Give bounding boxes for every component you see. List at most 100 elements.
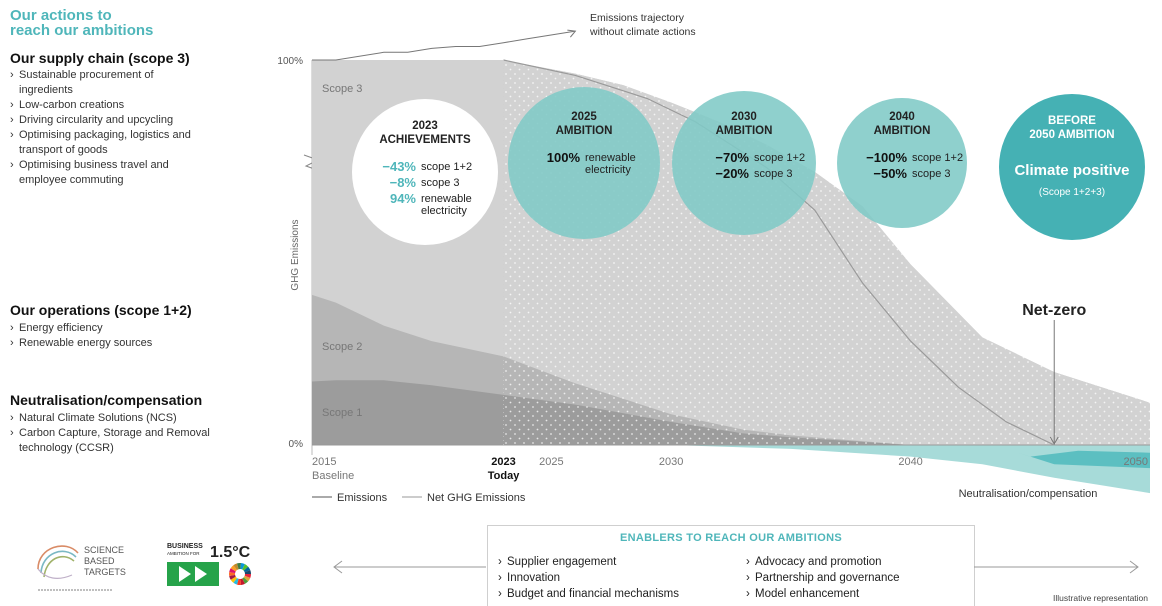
panel-title-line1: Our actions to bbox=[10, 7, 112, 24]
compensation-band bbox=[671, 445, 1150, 494]
sdg-wheel-segment bbox=[243, 575, 251, 582]
milestone-title: 2050 AMBITION bbox=[1029, 129, 1114, 141]
enablers-arrows bbox=[333, 560, 1139, 574]
enablers-list-left: Supplier engagement Innovation Budget an… bbox=[498, 554, 679, 602]
milestone-title: 2030 bbox=[731, 111, 757, 123]
sdg-wheel-segment bbox=[240, 563, 245, 570]
section-title-neutralisation: Neutralisation/compensation bbox=[10, 392, 203, 408]
sdg-wheel-segment bbox=[230, 565, 237, 572]
milestone-bubble bbox=[352, 99, 498, 245]
list-item: Driving circularity and upcycling bbox=[10, 113, 264, 128]
x-tick-sublabel: Today bbox=[488, 470, 520, 482]
trajectory-arrow-icon bbox=[567, 29, 577, 38]
list-item: Energy efficiency bbox=[10, 321, 264, 336]
x-tick-label: 2040 bbox=[898, 456, 922, 468]
milestone-bubble bbox=[837, 98, 967, 228]
section-title-operations: Our operations (scope 1+2) bbox=[10, 302, 192, 318]
milestone-value: −50% bbox=[873, 166, 907, 181]
sdg-wheel-segment bbox=[236, 578, 242, 585]
sdg-wheel-segment bbox=[243, 566, 251, 573]
sdg-wheel-segment bbox=[240, 578, 245, 585]
milestone-value: 100% bbox=[547, 150, 581, 165]
milestone-value-label: scope 3 bbox=[912, 168, 951, 180]
x-tick-label: 2050 bbox=[1124, 456, 1148, 468]
milestone-title: ACHIEVEMENTS bbox=[379, 134, 471, 146]
sbt-logo: SCIENCE BASED TARGETS bbox=[37, 545, 126, 591]
trajectory-label-line2: without climate actions bbox=[589, 26, 696, 38]
milestone-2023: 2023 ACHIEVEMENTS −43% scope 1+2 −8% scope 3 9… bbox=[352, 99, 498, 245]
milestone-value: −100% bbox=[866, 150, 907, 165]
milestone-bubble bbox=[672, 91, 816, 235]
future-mask bbox=[503, 30, 1150, 403]
milestone-title: AMBITION bbox=[716, 125, 773, 137]
y-tick-label-0: 0% bbox=[289, 439, 304, 450]
sdg-wheel-segment bbox=[244, 574, 251, 578]
supply-chain-list: Sustainable procurement of ingredients L… bbox=[10, 68, 264, 188]
milestone-headline: Climate positive bbox=[1014, 162, 1129, 179]
x-tick-label: 2030 bbox=[659, 456, 683, 468]
ba-logo-degree: 1.5°C bbox=[210, 544, 251, 561]
milestone-value-label: scope 3 bbox=[754, 168, 793, 180]
legend-label: Net GHG Emissions bbox=[427, 492, 526, 504]
sdg-wheel-segment bbox=[236, 563, 242, 570]
milestone-value-label: scope 1+2 bbox=[421, 161, 472, 173]
milestone-title: AMBITION bbox=[874, 125, 931, 137]
list-item: Carbon Capture, Storage and Removal tech… bbox=[10, 426, 264, 456]
compensation-band-dark bbox=[994, 445, 1150, 469]
footnote: Illustrative representation bbox=[1053, 593, 1148, 603]
milestone-title: BEFORE bbox=[1048, 115, 1096, 127]
netzero-arrow-icon bbox=[1049, 436, 1059, 446]
enablers-title: ENABLERS TO REACH OUR AMBITIONS bbox=[620, 532, 842, 544]
milestone-title: 2023 bbox=[412, 120, 438, 132]
panel-title-line2: reach our ambitions bbox=[10, 22, 154, 39]
milestone-value: −43% bbox=[382, 159, 416, 174]
y-tick-label-100: 100% bbox=[277, 56, 303, 67]
list-item: Model enhancement bbox=[746, 586, 900, 602]
enablers-box: ENABLERS TO REACH OUR AMBITIONS Supplier… bbox=[487, 525, 975, 606]
sdg-wheel-segment bbox=[229, 574, 236, 580]
list-item: Low-carbon creations bbox=[10, 98, 264, 113]
sdg-wheel-segment bbox=[244, 570, 251, 574]
milestone-value-label: scope 3 bbox=[421, 177, 460, 189]
arrow-left-icon bbox=[333, 560, 343, 574]
section-title-supply-chain: Our supply chain (scope 3) bbox=[10, 50, 190, 66]
trajectory-label-line1: Emissions trajectory bbox=[590, 12, 685, 24]
list-item: Sustainable procurement of ingredients bbox=[10, 68, 179, 98]
sdg-wheel-segment bbox=[242, 564, 249, 571]
milestone-value-label: electricity bbox=[421, 205, 467, 217]
list-item: Optimising business travel and employee … bbox=[10, 158, 219, 188]
milestone-value: −8% bbox=[390, 175, 417, 190]
scope1-label: Scope 1 bbox=[322, 407, 362, 419]
milestone-title: AMBITION bbox=[556, 125, 613, 137]
sbt-logo-text-line3: TARGETS bbox=[84, 567, 126, 577]
milestone-value-label: renewable bbox=[585, 152, 636, 164]
milestone-value: −70% bbox=[715, 150, 749, 165]
list-item: Partnership and governance bbox=[746, 570, 900, 586]
arrow-right-icon bbox=[1129, 560, 1139, 574]
list-item: Supplier engagement bbox=[498, 554, 679, 570]
milestone-title: 2040 bbox=[889, 111, 915, 123]
list-item: Optimising packaging, logistics and tran… bbox=[10, 128, 234, 158]
compensation-label: Neutralisation/compensation bbox=[959, 488, 1098, 500]
sdg-wheel-icon bbox=[229, 563, 251, 585]
operations-list: Energy efficiency Renewable energy sourc… bbox=[10, 321, 264, 351]
neutralisation-list: Natural Climate Solutions (NCS) Carbon C… bbox=[10, 411, 264, 456]
sdg-wheel-segment bbox=[242, 577, 249, 584]
milestone-value-label: scope 1+2 bbox=[912, 152, 963, 164]
list-item: Natural Climate Solutions (NCS) bbox=[10, 411, 264, 426]
scope3-label: Scope 3 bbox=[322, 83, 362, 95]
milestone-bubble bbox=[508, 87, 660, 239]
milestone-subtitle: (Scope 1+2+3) bbox=[1039, 187, 1105, 198]
x-tick-label: 2025 bbox=[539, 456, 563, 468]
panel-title: Our actions to reach our ambitions bbox=[10, 8, 153, 38]
ba-arrows-icon bbox=[167, 562, 219, 586]
legend-label: Emissions bbox=[337, 492, 388, 504]
milestone-value-label: electricity bbox=[585, 164, 631, 176]
net-emissions-line bbox=[503, 59, 1055, 446]
milestone-value: 94% bbox=[390, 191, 416, 206]
scope2-label: Scope 2 bbox=[322, 341, 362, 353]
trajectory-line bbox=[312, 30, 576, 61]
sbt-logo-text-line1: SCIENCE bbox=[84, 545, 124, 555]
business-ambition-logo: BUSINESS AMBITION FOR 1.5°C bbox=[167, 543, 251, 586]
